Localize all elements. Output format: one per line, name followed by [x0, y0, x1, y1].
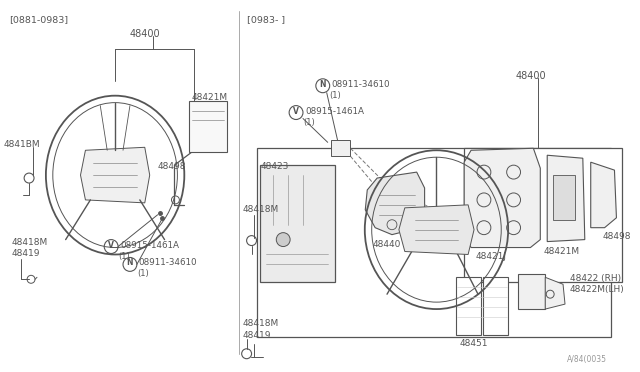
- Text: V: V: [293, 107, 299, 116]
- Text: 48422 (RH): 48422 (RH): [570, 274, 621, 283]
- Text: 48419: 48419: [243, 331, 271, 340]
- Text: N: N: [127, 259, 133, 267]
- Text: 48418M: 48418M: [243, 205, 279, 214]
- Bar: [331, 140, 351, 156]
- Text: 48498: 48498: [603, 232, 631, 241]
- Text: 48440: 48440: [372, 240, 401, 248]
- Text: 48418M: 48418M: [243, 319, 279, 328]
- Polygon shape: [464, 148, 540, 247]
- Polygon shape: [545, 277, 565, 309]
- Bar: [456, 277, 481, 335]
- Text: 48400: 48400: [130, 29, 161, 39]
- Bar: [260, 165, 335, 282]
- Text: 48423: 48423: [260, 162, 289, 171]
- Text: V: V: [108, 241, 114, 250]
- Text: N: N: [319, 80, 326, 89]
- Text: 08915-1461A: 08915-1461A: [120, 241, 179, 250]
- Text: 48419: 48419: [12, 248, 40, 257]
- Bar: [464, 148, 622, 282]
- Polygon shape: [399, 205, 474, 254]
- Text: (1): (1): [303, 118, 315, 126]
- Text: [0983- ]: [0983- ]: [246, 15, 285, 24]
- Bar: [518, 274, 545, 309]
- Circle shape: [276, 232, 290, 247]
- Text: 48422M(LH): 48422M(LH): [570, 285, 625, 294]
- Text: 08911-34610: 08911-34610: [139, 259, 198, 267]
- Text: 08915-1461A: 08915-1461A: [305, 107, 364, 116]
- Text: 48400: 48400: [516, 71, 546, 81]
- Polygon shape: [365, 172, 424, 235]
- Text: 48421M: 48421M: [543, 247, 579, 256]
- Text: 48498: 48498: [157, 162, 186, 171]
- Text: [0881-0983]: [0881-0983]: [10, 15, 68, 24]
- Text: 48418M: 48418M: [12, 238, 47, 247]
- Text: 48421J: 48421J: [476, 253, 507, 262]
- Text: (1): (1): [118, 251, 130, 260]
- Bar: [257, 148, 611, 337]
- Polygon shape: [81, 147, 150, 203]
- Text: 4841BM: 4841BM: [3, 140, 40, 149]
- Text: (1): (1): [137, 269, 148, 278]
- Text: 48451: 48451: [460, 339, 488, 348]
- Text: A/84(0035: A/84(0035: [567, 355, 607, 364]
- Bar: [483, 277, 508, 335]
- Text: 48421M: 48421M: [191, 93, 227, 102]
- Polygon shape: [591, 162, 616, 228]
- Bar: [189, 101, 227, 152]
- Text: 08911-34610: 08911-34610: [332, 80, 390, 89]
- Text: (1): (1): [330, 91, 341, 100]
- Polygon shape: [547, 155, 585, 241]
- Bar: [553, 175, 575, 220]
